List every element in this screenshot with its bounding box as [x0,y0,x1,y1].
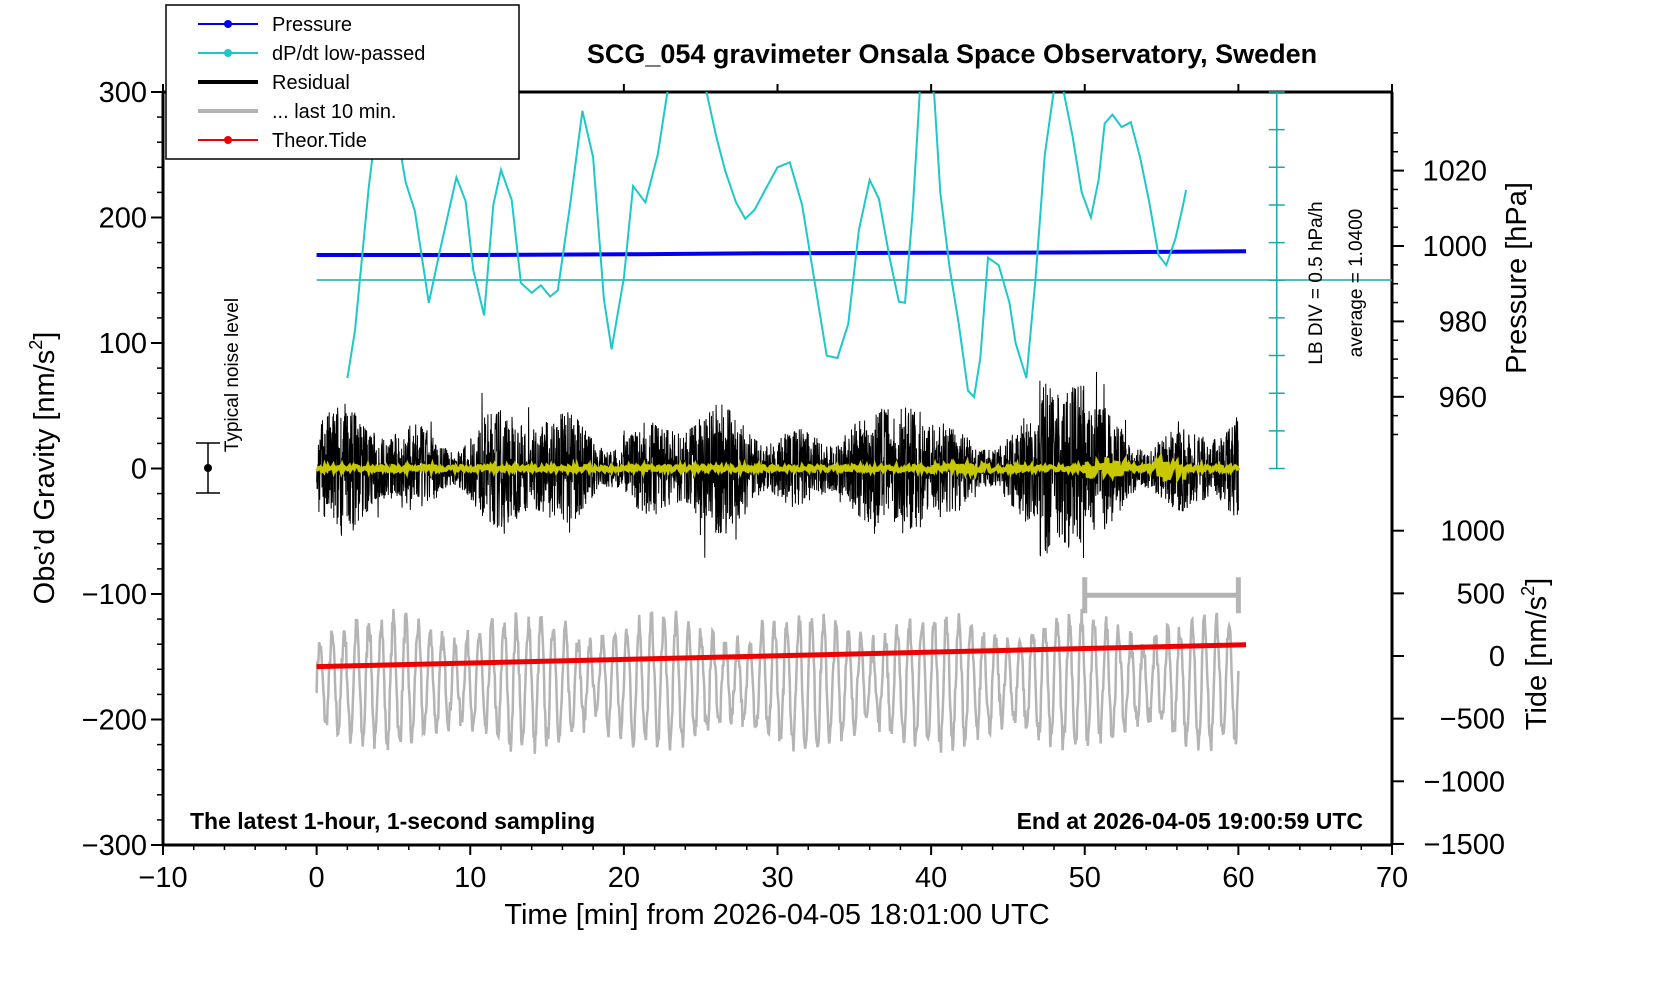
residual-lowpass-series-line [315,451,1241,484]
noise-level-indicator: Typical noise level [196,298,243,494]
pressure-tick-label: 980 [1439,306,1487,338]
y-tick-label-left: −300 [82,830,147,862]
theor-tide-series-line [316,642,1247,670]
legend-label: Pressure [272,14,352,36]
legend-label: Theor.Tide [272,130,367,152]
tide-tick-label: 1000 [1440,516,1505,548]
legend-label: dP/dt low-passed [272,43,425,65]
bottom-right-note: End at 2026-04-05 19:00:59 UTC [1017,808,1363,834]
x-tick-label: 70 [1376,862,1408,894]
legend-marker [224,20,232,28]
tide-tick-label: 0 [1489,641,1505,673]
chart-title: SCG_054 gravimeter Onsala Space Observat… [587,39,1317,69]
x-tick-label: 50 [1069,862,1101,894]
legend-label: Residual [272,72,350,94]
dpdt-series-line [346,92,1188,400]
x-tick-label: 10 [454,862,486,894]
y-tick-label-left: −100 [82,579,147,611]
x-tick-label: −10 [138,862,187,894]
legend-label: ... last 10 min. [272,101,397,123]
bottom-left-note: The latest 1-hour, 1-second sampling [190,808,595,834]
x-tick-label: 60 [1222,862,1254,894]
legend-marker [224,49,232,57]
x-tick-label: 30 [761,862,793,894]
y-axis-label-tide: Tide [nm/s2] [1518,578,1553,730]
last-10min-series-line [315,608,1240,754]
pressure-series-line [316,249,1247,257]
tide-tick-label: −1000 [1424,766,1505,798]
y-tick-label-left: −200 [82,705,147,737]
y-axis-label-left: Obs’d Gravity [nm/s2] [26,332,61,605]
legend: Pressure dP/dt low-passed Residual ... last… [165,4,520,160]
x-axis-label: Time [min] from 2026-04-05 18:01:00 UTC [504,899,1049,931]
x-tick-label: 40 [915,862,947,894]
dpdt-lb-div-label: LB DIV = 0.5 hPa/h [1306,201,1327,364]
y-tick-label-left: 100 [99,328,147,360]
x-tick-label: 20 [608,862,640,894]
y-axis-label-pressure: Pressure [hPa] [1501,182,1533,374]
y-tick-label-left: 0 [131,454,147,486]
noise-errorbar-dot [204,464,212,472]
tide-tick-label: −1500 [1424,829,1505,861]
x-tick-label: 0 [309,862,325,894]
dpdt-average-label: average = 1.0400 [1346,209,1367,357]
pressure-tick-label: 960 [1439,382,1487,414]
noise-level-label: Typical noise level [222,298,243,452]
y-tick-label-left: 200 [99,203,147,235]
pressure-tick-label: 1020 [1422,156,1487,188]
residual-series-line [316,371,1239,559]
pressure-tick-label: 1000 [1422,231,1487,263]
tide-tick-label: −500 [1440,704,1505,736]
y-tick-label-left: 300 [99,77,147,109]
tide-tick-label: 500 [1457,578,1505,610]
legend-marker [224,136,232,144]
